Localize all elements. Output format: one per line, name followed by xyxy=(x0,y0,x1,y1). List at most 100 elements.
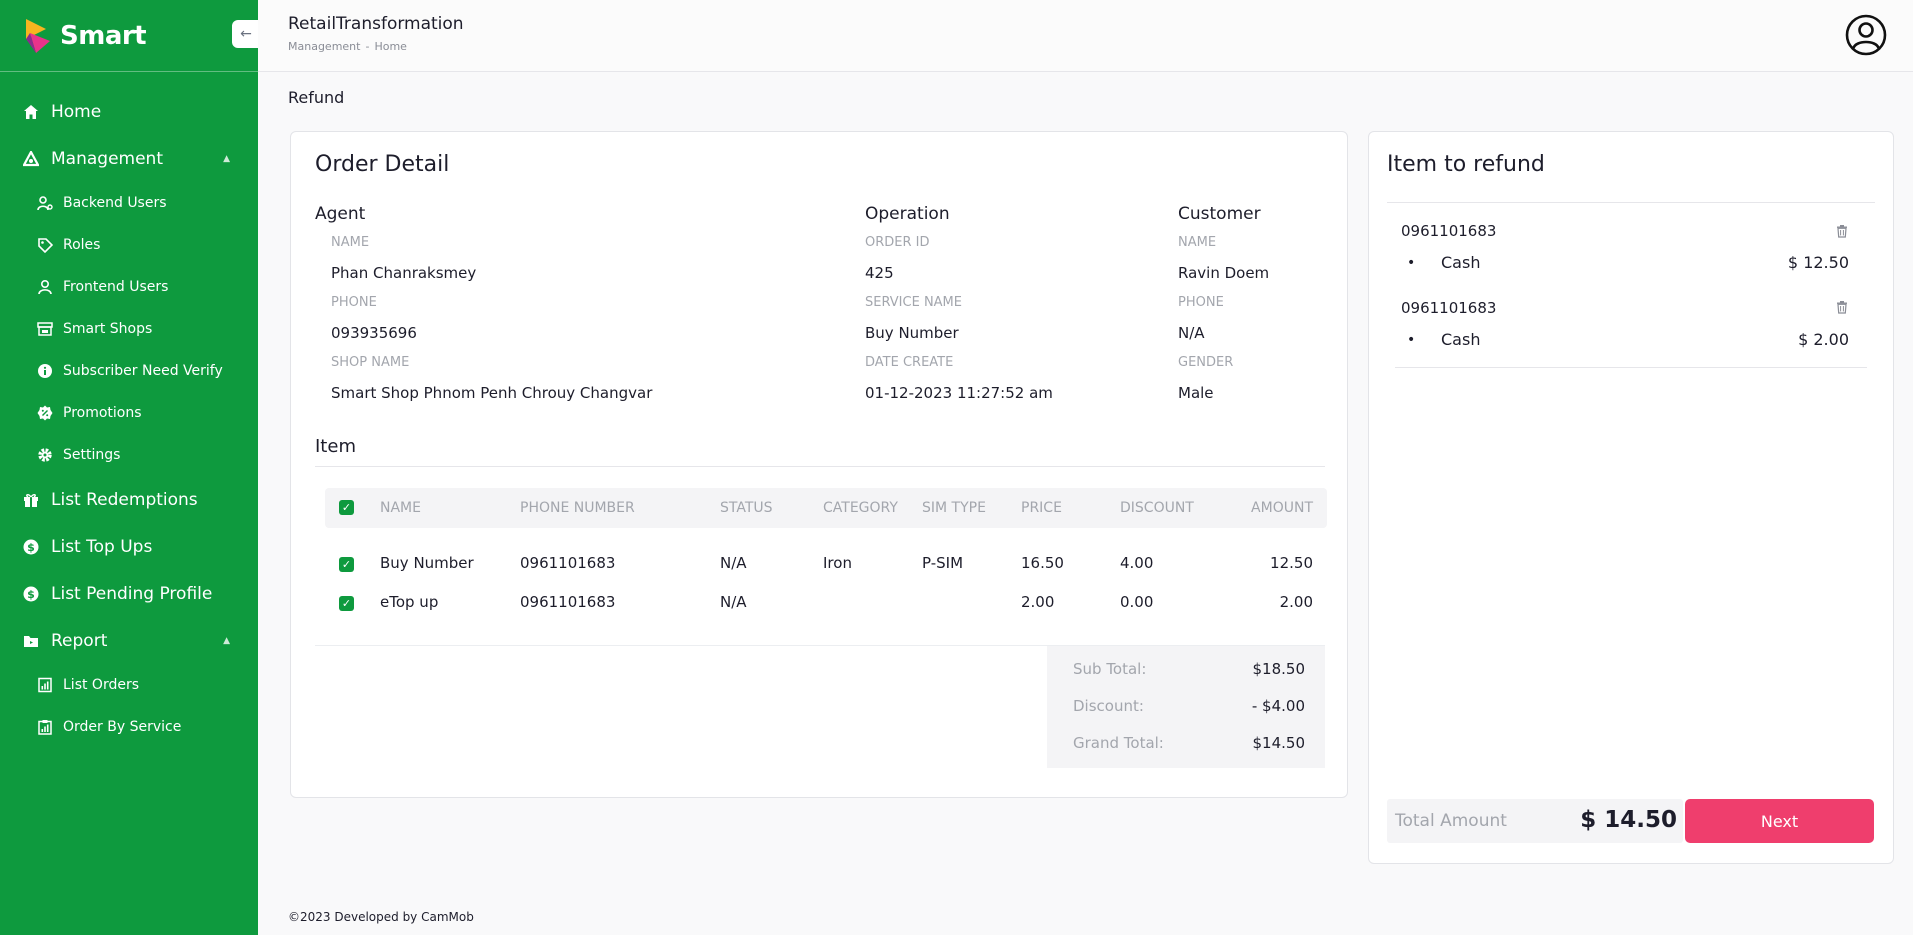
customer-section: Customer NAME Ravin Doem PHONE N/A GENDE… xyxy=(1178,204,1269,414)
cell-discount: 0.00 xyxy=(1120,593,1154,611)
grand-total-value: $14.50 xyxy=(1252,734,1306,752)
cell-sim-type: P-SIM xyxy=(922,554,964,572)
discount-value: - $4.00 xyxy=(1251,697,1305,715)
clipboard-chart-icon xyxy=(36,718,54,736)
cell-name: Buy Number xyxy=(380,554,474,572)
sidebar-item-label: Backend Users xyxy=(63,195,167,211)
divider xyxy=(315,466,1325,467)
sidebar-item-subscriber-need-verify[interactable]: Subscriber Need Verify xyxy=(0,350,258,392)
next-button[interactable]: Next xyxy=(1685,799,1874,843)
customer-heading: Customer xyxy=(1178,204,1261,224)
tag-icon xyxy=(36,236,54,254)
agent-phone-label: PHONE xyxy=(331,295,377,310)
row-checkbox[interactable]: ✓ xyxy=(339,596,354,611)
sidebar-item-promotions[interactable]: Promotions xyxy=(0,392,258,434)
topbar: RetailTransformation Management - Home xyxy=(258,0,1913,72)
column-header-phone-number: PHONE NUMBER xyxy=(520,500,635,516)
cell-phone: 0961101683 xyxy=(520,554,616,572)
agent-name-label: NAME xyxy=(331,235,370,250)
cell-discount: 4.00 xyxy=(1120,554,1154,572)
smart-logo-icon xyxy=(26,18,50,53)
breadcrumb-item-management[interactable]: Management xyxy=(288,40,361,53)
sidebar-item-label: List Redemptions xyxy=(51,489,198,510)
user-badge-icon xyxy=(36,278,54,296)
app-title: RetailTransformation xyxy=(288,14,464,34)
sub-total-value: $18.50 xyxy=(1252,660,1306,678)
sidebar-nav: Home Management ▲ Backend Users Roles xyxy=(0,72,258,748)
arrow-left-icon: ← xyxy=(240,26,252,42)
sidebar-item-backend-users[interactable]: Backend Users xyxy=(0,182,258,224)
sidebar-item-label: Frontend Users xyxy=(63,279,169,295)
order-detail-title: Order Detail xyxy=(315,152,450,177)
agent-heading: Agent xyxy=(315,204,366,224)
user-avatar-button[interactable] xyxy=(1845,14,1887,56)
sidebar-item-settings[interactable]: Settings xyxy=(0,434,258,476)
sidebar-item-label: List Orders xyxy=(63,677,140,693)
order-detail-card: Order Detail Agent NAME Phan Chanraksmey… xyxy=(290,131,1348,798)
dollar-icon: $ xyxy=(22,585,40,603)
row-checkbox[interactable]: ✓ xyxy=(339,557,354,572)
cell-amount: 2.00 xyxy=(1279,593,1313,611)
date-create-value: 01-12-2023 11:27:52 am xyxy=(865,384,1053,402)
trash-icon xyxy=(1837,301,1847,314)
refund-entry-amount: $ 12.50 xyxy=(1787,253,1849,272)
breadcrumb-item-home[interactable]: Home xyxy=(374,40,407,53)
sidebar-item-label: Smart Shops xyxy=(63,321,153,337)
user-cog-icon xyxy=(36,194,54,212)
cell-status: N/A xyxy=(720,593,747,611)
sidebar-item-list-top-ups[interactable]: $ List Top Ups xyxy=(0,523,258,570)
cell-amount: 12.50 xyxy=(1270,554,1313,572)
svg-text:$: $ xyxy=(27,588,35,601)
service-name-value: Buy Number xyxy=(865,324,959,342)
select-all-checkbox[interactable]: ✓ xyxy=(339,500,354,515)
user-circle-icon xyxy=(1845,14,1887,56)
sidebar-item-label: Subscriber Need Verify xyxy=(63,363,223,379)
table-row: ✓ eTop up 0961101683 N/A 2.00 0.00 2.00 xyxy=(325,585,1327,623)
sidebar-item-roles[interactable]: Roles xyxy=(0,224,258,266)
customer-gender-label: GENDER xyxy=(1178,355,1234,370)
sidebar-item-label: Promotions xyxy=(63,405,142,421)
sidebar-item-list-redemptions[interactable]: List Redemptions xyxy=(0,476,258,523)
folder-icon xyxy=(22,632,40,650)
discount-row: Discount: - $4.00 xyxy=(1073,697,1305,717)
refund-entry-method: Cash xyxy=(1441,330,1481,349)
sidebar-item-list-pending-profile[interactable]: $ List Pending Profile xyxy=(0,570,258,617)
triangle-nodes-icon xyxy=(22,150,40,168)
column-header-sim-type: SIM TYPE xyxy=(922,500,986,516)
sub-total-label: Sub Total: xyxy=(1073,660,1147,678)
bullet: • xyxy=(1407,255,1416,271)
delete-refund-button[interactable] xyxy=(1835,223,1849,238)
order-id-value: 425 xyxy=(865,264,894,282)
delete-refund-button[interactable] xyxy=(1835,299,1849,314)
divider xyxy=(1395,367,1867,368)
agent-phone-value: 093935696 xyxy=(331,324,417,342)
divider xyxy=(1387,202,1875,203)
sidebar-item-management[interactable]: Management ▲ xyxy=(0,135,258,182)
sidebar-item-smart-shops[interactable]: Smart Shops xyxy=(0,308,258,350)
sidebar-item-home[interactable]: Home xyxy=(0,88,258,135)
sidebar-item-frontend-users[interactable]: Frontend Users xyxy=(0,266,258,308)
sidebar-item-label: Report xyxy=(51,630,108,651)
bullet: • xyxy=(1407,332,1416,348)
grand-total-label: Grand Total: xyxy=(1073,734,1164,752)
refund-entry-phone: 0961101683 xyxy=(1401,222,1497,240)
agent-section: Agent NAME Phan Chanraksmey PHONE 093935… xyxy=(315,204,652,414)
report-icon xyxy=(36,676,54,694)
column-header-status: STATUS xyxy=(720,500,773,516)
sidebar-item-report[interactable]: Report ▲ xyxy=(0,617,258,664)
sub-total-row: Sub Total: $18.50 xyxy=(1073,660,1305,680)
chevron-up-icon: ▲ xyxy=(223,635,230,646)
item-to-refund-card: Item to refund 0961101683 • Cash $ 12.50… xyxy=(1368,131,1894,864)
column-header-discount: DISCOUNT xyxy=(1120,500,1194,516)
cell-price: 16.50 xyxy=(1021,554,1064,572)
customer-name-label: NAME xyxy=(1178,235,1217,250)
sidebar-collapse-button[interactable]: ← xyxy=(232,20,260,48)
sidebar-item-label: List Top Ups xyxy=(51,536,153,557)
grand-total-row: Grand Total: $14.50 xyxy=(1073,734,1305,754)
sidebar-item-order-by-service[interactable]: Order By Service xyxy=(0,706,258,748)
page-title: Refund xyxy=(288,88,345,107)
sidebar-item-list-orders[interactable]: List Orders xyxy=(0,664,258,706)
breadcrumb-separator: - xyxy=(365,40,370,53)
shop-icon xyxy=(36,320,54,338)
refund-entry-phone: 0961101683 xyxy=(1401,299,1497,317)
